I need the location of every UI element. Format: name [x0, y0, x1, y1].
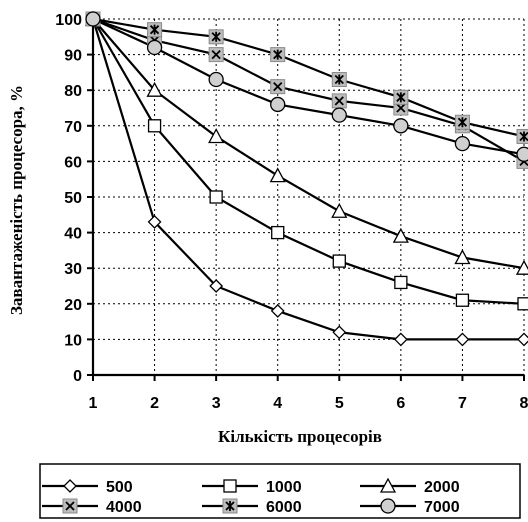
- y-tick-label: 10: [64, 332, 82, 349]
- legend-label: 6000: [266, 499, 302, 516]
- data-point-marker: [63, 479, 77, 493]
- data-point-marker: [393, 332, 408, 347]
- x-tick-label: 7: [458, 395, 467, 412]
- legend-item: 6000: [202, 498, 302, 516]
- data-point-marker: [455, 293, 470, 307]
- series-markers: [84, 10, 528, 347]
- series-line-500: [91, 18, 524, 341]
- data-point-marker: [208, 71, 224, 88]
- tick-labels: 0 10 20 30 40 50 60 70 80 90 100 1 2 3 4 5 6 7 8: [55, 12, 528, 412]
- data-point-marker: [270, 79, 286, 95]
- legend-label: 2000: [424, 479, 460, 496]
- data-point-marker: [270, 96, 286, 113]
- x-tick-label: 6: [396, 395, 405, 412]
- data-point-marker: [271, 225, 285, 240]
- series-line-4000: [92, 17, 525, 163]
- y-tick-label: 30: [64, 261, 82, 278]
- data-point-marker: [454, 135, 471, 152]
- y-tick-label: 70: [64, 119, 82, 136]
- y-tick-label: 60: [64, 154, 82, 171]
- data-point-marker: [331, 202, 348, 218]
- legend-label: 7000: [424, 499, 460, 516]
- data-point-marker: [331, 93, 347, 109]
- x-tick-label: 3: [212, 395, 221, 412]
- legend-item: 7000: [360, 498, 460, 516]
- data-point-marker: [208, 29, 224, 45]
- data-point-marker: [379, 477, 397, 493]
- x-tick-label: 5: [335, 395, 344, 412]
- x-tick-label: 4: [273, 395, 282, 412]
- legend-label: 500: [106, 479, 133, 496]
- data-point-marker: [455, 332, 470, 347]
- data-point-marker: [85, 11, 101, 27]
- legend: 500 1000 2000 4000 6000 7000: [39, 463, 521, 519]
- y-tick-label: 50: [64, 190, 82, 207]
- y-tick-label: 100: [55, 12, 82, 29]
- y-tick-label: 90: [64, 48, 82, 65]
- data-point-marker: [454, 249, 471, 265]
- data-point-marker: [147, 215, 162, 229]
- data-point-marker: [269, 167, 286, 183]
- series-line-6000: [92, 17, 525, 138]
- y-tick-label: 0: [73, 368, 82, 385]
- legend-item: 4000: [42, 498, 142, 516]
- data-point-marker: [331, 72, 347, 88]
- data-point-marker: [146, 81, 163, 97]
- legend-item: 500: [42, 479, 133, 496]
- data-point-marker: [270, 47, 286, 63]
- data-point-marker: [393, 89, 409, 105]
- data-point-marker: [454, 114, 470, 130]
- y-axis-title: Завантаженість процесора, %: [7, 85, 26, 315]
- legend-label: 4000: [106, 499, 142, 516]
- data-point-marker: [516, 128, 528, 144]
- data-point-marker: [62, 498, 78, 514]
- y-tick-label: 40: [64, 226, 82, 243]
- data-point-marker: [392, 227, 409, 243]
- data-point-marker: [208, 128, 225, 144]
- series-line-2000: [92, 18, 525, 270]
- data-point-marker: [209, 279, 224, 293]
- legend-item: 1000: [202, 479, 302, 496]
- y-tick-label: 80: [64, 83, 82, 100]
- y-tick-label: 20: [64, 297, 82, 314]
- legend-box: [39, 463, 521, 519]
- data-point-marker: [516, 146, 528, 162]
- data-point-marker: [147, 22, 163, 38]
- data-point-marker: [222, 498, 238, 514]
- data-point-marker: [270, 304, 285, 318]
- data-point-marker: [517, 297, 528, 311]
- x-tick-label: 1: [89, 395, 98, 412]
- data-point-marker: [331, 107, 347, 123]
- axes: [87, 18, 525, 381]
- data-point-marker: [209, 190, 223, 204]
- data-point-marker: [393, 118, 409, 134]
- data-point-marker: [517, 332, 528, 347]
- data-point-marker: [332, 325, 347, 340]
- data-point-marker: [208, 47, 224, 63]
- data-point-marker: [332, 254, 346, 268]
- data-point-marker: [380, 498, 396, 514]
- legend-label: 1000: [266, 479, 302, 496]
- data-point-marker: [394, 275, 408, 290]
- data-point-marker: [223, 479, 237, 493]
- legend-item: 2000: [360, 477, 460, 496]
- series-line-1000: [92, 18, 525, 305]
- x-tick-label: 2: [150, 395, 159, 412]
- series-line-7000: [92, 18, 525, 156]
- data-point-marker: [146, 39, 163, 56]
- data-point-marker: [147, 119, 162, 133]
- x-tick-label: 8: [520, 395, 528, 412]
- series-lines: [91, 17, 525, 341]
- x-axis-title: Кількість процесорів: [218, 427, 382, 446]
